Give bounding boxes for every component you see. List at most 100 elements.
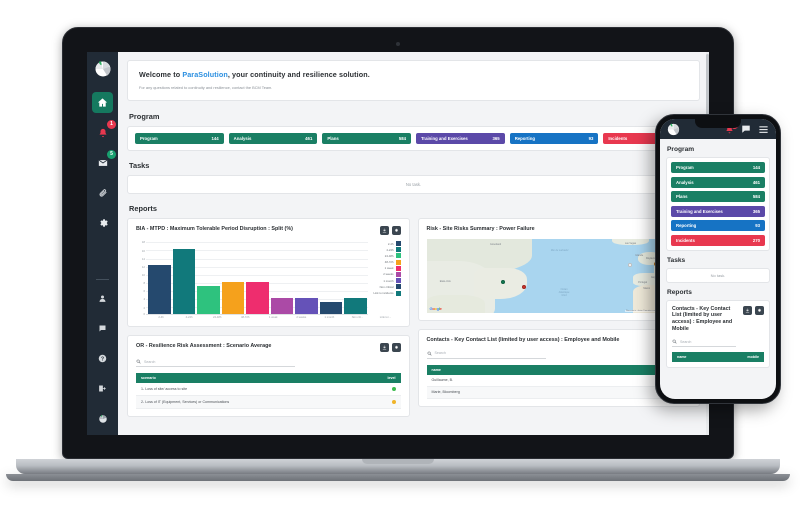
map-label: Mer du Labrador: [550, 249, 569, 253]
chart-bar-slot[interactable]: [319, 241, 342, 314]
chart-bars: [146, 241, 368, 314]
sidebar-item-notifications[interactable]: 1: [92, 120, 116, 143]
tasks-section-title: Tasks: [129, 161, 150, 170]
gear-icon[interactable]: [391, 226, 401, 235]
sidebar-item-logout[interactable]: [92, 378, 113, 399]
map-marker-site-white[interactable]: [627, 263, 632, 268]
chat-icon[interactable]: [741, 124, 751, 134]
search-placeholder: Search: [434, 351, 446, 355]
contacts-col-name[interactable]: name: [426, 364, 561, 375]
chart-bar-slot[interactable]: [344, 241, 367, 314]
chart-bar-slot[interactable]: [246, 241, 269, 314]
badge-label: Program: [140, 136, 158, 141]
download-icon[interactable]: [379, 226, 389, 235]
map-marker-site-green[interactable]: [500, 280, 505, 285]
legend-item[interactable]: 4-24h: [373, 247, 401, 253]
sidebar-item-help[interactable]: ?: [92, 348, 113, 369]
chart-bar-slot[interactable]: [148, 241, 171, 314]
program-badge-program[interactable]: Program 144: [135, 133, 224, 144]
legend-swatch: [395, 247, 401, 253]
chart-bar[interactable]: [148, 265, 171, 314]
program-badge-training[interactable]: Training and Exercises 365: [416, 133, 505, 144]
legend-item[interactable]: 24-48h: [373, 253, 401, 259]
mobile-badge-program[interactable]: Program 144: [671, 162, 765, 173]
mobile-search-input[interactable]: Search: [672, 339, 737, 347]
risk-search-input[interactable]: Search: [136, 359, 295, 367]
gear-icon[interactable]: [391, 343, 401, 352]
risk-col-level[interactable]: level: [359, 373, 401, 383]
sidebar-item-attachments[interactable]: [92, 182, 113, 203]
mobile-badge-incidents[interactable]: Incidents 270: [671, 234, 765, 246]
legend-item[interactable]: 1 week: [373, 265, 401, 271]
chart-bar[interactable]: [344, 297, 367, 314]
tasks-panel: No task.: [127, 175, 700, 194]
status-badge: [391, 399, 396, 404]
program-badges: Program 144 Analysis 461 Plans 584 Train…: [127, 126, 700, 151]
chart-bar[interactable]: [319, 301, 342, 314]
legend-item[interactable]: 2-4h: [373, 241, 401, 246]
mobile-badge-training[interactable]: Training and Exercises 365: [671, 205, 765, 217]
map-marker-site-red[interactable]: [521, 284, 526, 289]
program-badge-plans[interactable]: Plans 584: [322, 133, 412, 144]
map-label: Maroc: [643, 286, 651, 290]
sidebar-item-language[interactable]: [92, 408, 113, 429]
program-badge-analysis[interactable]: Analysis 461: [228, 133, 318, 144]
download-icon[interactable]: [379, 343, 389, 352]
chart-bar[interactable]: [221, 281, 244, 314]
download-icon[interactable]: [743, 305, 752, 315]
badge-count: 93: [755, 223, 760, 228]
chart-bar-slot[interactable]: [221, 241, 244, 314]
sidebar-item-home[interactable]: [92, 92, 113, 113]
chart-bar[interactable]: [197, 285, 220, 314]
chart-bar-slot[interactable]: [172, 241, 195, 314]
map-panel-title: Risk - Site Risks Summary : Power Failur…: [426, 226, 535, 232]
laptop-screen: 1 5: [87, 52, 709, 435]
contacts-search-input[interactable]: Search: [426, 351, 546, 359]
sidebar-item-settings[interactable]: [92, 212, 113, 233]
legend-item[interactable]: 1 month: [373, 278, 401, 284]
legend-swatch: [395, 241, 401, 246]
table-row[interactable]: Guillaume, B. 418-888-4444: [426, 374, 691, 387]
chart-bar[interactable]: [172, 249, 195, 314]
sidebar-item-messages[interactable]: 5: [92, 150, 116, 173]
legend-item[interactable]: 48-72h: [373, 259, 401, 265]
chart-bar[interactable]: [295, 297, 318, 314]
mobile-badge-reporting[interactable]: Reporting 93: [671, 220, 765, 231]
sidebar-item-chat[interactable]: [92, 318, 113, 339]
chart-bar[interactable]: [270, 297, 293, 314]
mobile-col-name[interactable]: name: [677, 355, 687, 359]
laptop-foot: [6, 474, 790, 481]
mobile-reports-title: Reports: [667, 288, 692, 296]
chart-bar[interactable]: [246, 281, 269, 314]
table-row[interactable]: 2- Loss of IT (Equipment, Services) or C…: [136, 395, 401, 409]
site-risks-map-card: Risk - Site Risks Summary : Power Failur…: [417, 218, 700, 321]
table-row[interactable]: Marie, Bloomberg 514-363-3344: [426, 386, 691, 399]
risk-col-scenario[interactable]: scenario: [136, 373, 360, 383]
google-logo: Google: [429, 305, 442, 311]
badge-label: Program: [676, 165, 694, 170]
chart-bar-slot[interactable]: [295, 241, 318, 314]
legend-item[interactable]: Link to incidents: [373, 290, 401, 296]
pie-chart-logo-icon[interactable]: [92, 58, 114, 80]
legend-item[interactable]: Non critical: [373, 284, 401, 290]
program-badge-reporting[interactable]: Reporting 93: [509, 133, 599, 144]
mobile-program-badges: Program 144 Analysis 461 Plans 584 Train…: [666, 157, 770, 251]
mobile-badge-analysis[interactable]: Analysis 461: [671, 176, 765, 188]
sidebar-item-profile[interactable]: [92, 288, 113, 309]
chart-bar-slot[interactable]: [197, 241, 220, 314]
welcome-banner: Welcome to ParaSolution, your continuity…: [127, 60, 700, 101]
chart-x-label: 2-4h: [158, 316, 164, 319]
mobile-col-mobile[interactable]: mobile: [747, 355, 759, 359]
legend-swatch: [395, 259, 401, 265]
pie-chart-logo-icon[interactable]: [666, 122, 681, 137]
map-label: Groenland: [489, 243, 502, 247]
contact-name: Guillaume, B.: [426, 374, 561, 387]
mobile-badge-plans[interactable]: Plans 584: [671, 191, 765, 202]
hamburger-menu-icon[interactable]: [758, 124, 769, 135]
chart-bar-slot[interactable]: [270, 241, 293, 314]
table-row[interactable]: 1- Loss of site/ access to site: [136, 383, 401, 396]
risk-map[interactable]: Groenland Mer du Labrador Islande Royaum…: [426, 238, 691, 313]
badge-label: Plans: [676, 194, 688, 199]
legend-item[interactable]: 2 weeks: [373, 271, 401, 277]
gear-icon[interactable]: [755, 305, 764, 315]
